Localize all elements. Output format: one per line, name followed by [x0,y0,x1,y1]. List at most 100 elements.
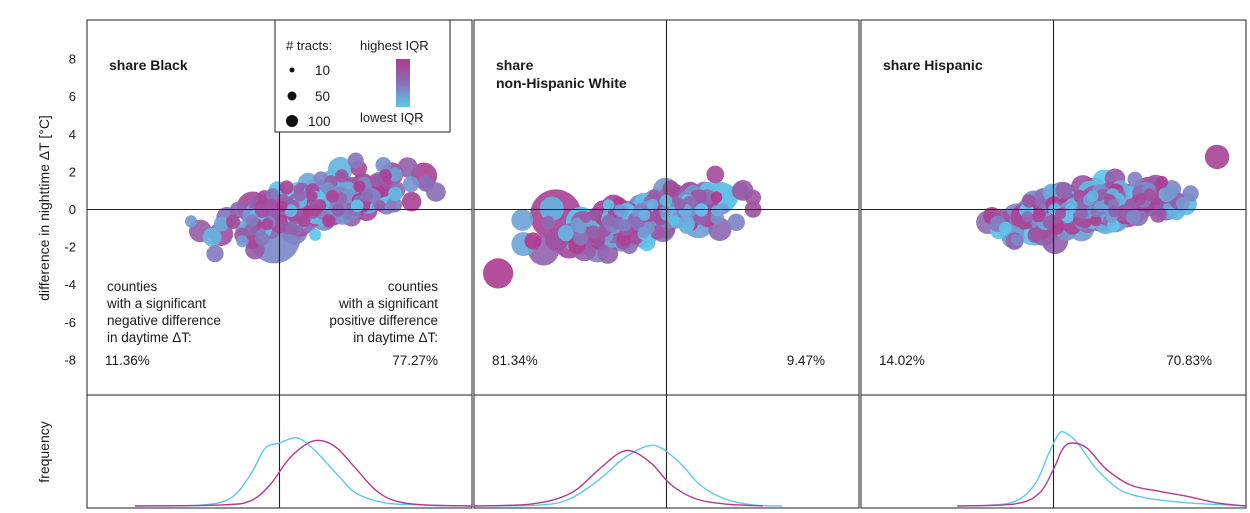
scatter-point [322,214,336,228]
density-curve-lowest-iqr [473,444,783,507]
scatter-point [388,186,403,202]
scatter-point [999,221,1013,235]
scatter-point [731,182,750,200]
y-tick-label: -6 [64,315,76,330]
scatter-point [397,157,418,178]
scatter-point [417,175,435,192]
legend-box [274,19,451,133]
scatter-point [255,231,270,246]
y-tick-label: 0 [69,202,76,217]
scatter-point [706,165,725,184]
scatter-point [678,218,695,234]
y-axis-label: difference in nighttime ΔT [°C] [36,115,52,301]
percent-left: 11.36% [105,353,150,368]
scatter-point [524,232,542,250]
density-curve-highest-iqr [135,439,473,507]
scatter-point [1055,182,1073,199]
legend-size-10: 10 [315,63,330,78]
scatter-points [976,144,1230,254]
scatter-point [483,258,514,289]
scatter-point [184,215,198,228]
scatter-point [1021,211,1033,223]
scatter-point [360,189,374,203]
panel-share-black: share Black counties with a significant neg… [86,19,473,509]
scatter-point [727,213,745,231]
scatter-point [350,199,364,213]
scatter-point [1065,202,1077,214]
legend-color-low: lowest IQR [360,110,424,125]
percent-left: 14.02% [879,353,925,368]
panel-title: non-Hispanic White [496,75,627,91]
scatter-point [1182,185,1199,202]
scatter-point [226,214,241,229]
legend-size-marker-100 [286,115,298,127]
scatter-point [374,200,386,212]
scatter-point [388,167,403,182]
scatter-point [603,214,616,227]
panel-share-nh-white: share non-Hispanic White 81.34% 9.47% [473,19,860,509]
scatter-point [539,196,564,221]
y-tick-label: 2 [69,164,76,179]
scatter-point [711,205,722,217]
density-curve-highest-iqr [957,442,1247,507]
scatter-point [1055,208,1066,220]
scatter-point [386,196,403,213]
scatter-point [1010,233,1023,246]
legend-size-marker-50 [287,91,297,101]
scatter-point [375,157,392,173]
scatter-point [1093,200,1106,212]
scatter-point [402,176,419,193]
annotation-right: positive difference [329,313,438,328]
scatter-point [745,189,762,206]
scatter-point [1143,188,1156,201]
scatter-point [668,214,680,226]
scatter-point [586,225,600,239]
scatter-point [541,215,556,230]
scatter-point [401,191,422,212]
annotation-left: in daytime ΔT: [107,330,192,345]
scatter-point [629,216,643,229]
annotation-right: with a significant [338,296,438,311]
scatter-point [1031,207,1046,223]
percent-right: 9.47% [787,353,825,368]
scatter-point [353,180,366,193]
scatter-points [184,152,446,264]
legend-size-marker-10 [289,67,295,73]
scatter-point [370,174,384,188]
legend-color-bar [396,59,410,107]
legend-size-50: 50 [315,89,330,104]
scatter-point [335,169,349,183]
y-tick-label: 4 [69,127,76,142]
percent-right: 77.27% [392,353,438,368]
panel-title: share Hispanic [883,57,983,73]
scatter-point [309,228,322,241]
legend-color-high: highest IQR [360,38,429,53]
scatter-point [265,199,278,212]
y-tick-label: 8 [69,52,76,67]
legend-size-100: 100 [308,114,331,129]
panel-title: share [496,57,534,73]
scatter-point [1204,144,1230,170]
scatter-point [284,204,298,218]
scatter-point [279,180,294,195]
annotation-right: in daytime ΔT: [353,330,438,345]
scatter-point [285,221,298,235]
annotation-left: with a significant [106,296,206,311]
scatter-point [597,243,619,264]
scatter-point [244,223,258,236]
scatter-point [347,152,364,169]
legend-size-title: # tracts: [286,38,332,53]
scatter-point [572,230,589,246]
scatter-point [246,214,259,227]
scatter-point [588,207,603,222]
scatter-point [1134,193,1147,206]
scatter-point [646,198,659,211]
scatter-point [298,214,311,228]
scatter-point [511,209,534,231]
scatter-point [1042,215,1056,229]
scatter-point [1155,175,1169,189]
scatter-points [483,165,762,289]
scatter-point [659,206,671,218]
scatter-point [618,219,631,232]
